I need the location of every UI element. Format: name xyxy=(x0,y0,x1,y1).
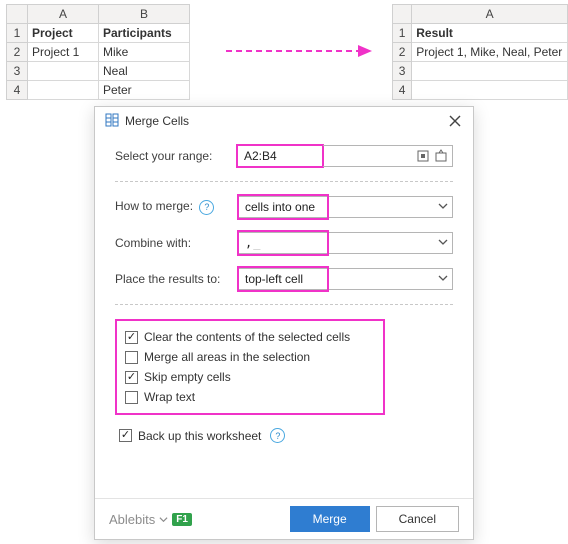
combine-with-select[interactable]: ,_ xyxy=(237,232,453,254)
place-results-select[interactable]: top-left cell xyxy=(237,268,453,290)
chevron-down-icon xyxy=(438,272,448,286)
checkbox-icon xyxy=(125,391,138,404)
cell xyxy=(412,62,568,81)
cancel-button[interactable]: Cancel xyxy=(376,506,459,532)
merge-button[interactable]: Merge xyxy=(290,506,370,532)
checkbox-icon: ✓ xyxy=(125,371,138,384)
checkbox-icon xyxy=(125,351,138,364)
option-label: Skip empty cells xyxy=(144,370,231,384)
range-input[interactable]: A2:B4 xyxy=(237,145,323,167)
cell xyxy=(412,81,568,100)
range-row: Select your range: A2:B4 xyxy=(115,145,453,167)
options-group: ✓ Clear the contents of the selected cell… xyxy=(115,319,385,415)
source-sheet: AB 1ProjectParticipants 2Project 1Mike 3 Nea… xyxy=(6,4,190,100)
row-header: 2 xyxy=(393,43,412,62)
cell: Result xyxy=(412,24,568,43)
row-header: 1 xyxy=(393,24,412,43)
row-header: 3 xyxy=(7,62,28,81)
row-header: 3 xyxy=(393,62,412,81)
backup-label: Back up this worksheet xyxy=(138,429,261,443)
help-icon[interactable]: ? xyxy=(270,428,285,443)
separator xyxy=(115,181,453,182)
cell: Project xyxy=(28,24,99,43)
chevron-down-icon xyxy=(438,200,448,214)
combine-with-label: Combine with: xyxy=(115,236,237,250)
how-to-merge-select[interactable]: cells into one xyxy=(237,196,453,218)
cell: Peter xyxy=(99,81,190,100)
cell: Neal xyxy=(99,62,190,81)
option-label: Wrap text xyxy=(144,390,195,404)
merge-icon xyxy=(105,113,119,130)
merge-cells-dialog: Merge Cells Select your range: A2:B4 xyxy=(94,106,474,540)
dialog-title: Merge Cells xyxy=(125,114,443,128)
range-label: Select your range: xyxy=(115,149,237,163)
cell: Mike xyxy=(99,43,190,62)
brand-label: Ablebits xyxy=(109,512,155,527)
how-to-merge-row: How to merge: ? cells into one xyxy=(115,196,453,218)
result-sheet: A1Result2Project 1, Mike, Neal, Peter34 xyxy=(392,4,568,100)
close-icon[interactable] xyxy=(443,109,467,133)
column-header: B xyxy=(99,5,190,24)
column-header: A xyxy=(412,5,568,24)
place-results-label: Place the results to: xyxy=(115,272,237,286)
checkbox-icon: ✓ xyxy=(119,429,132,442)
option-label: Clear the contents of the selected cells xyxy=(144,330,350,344)
dialog-titlebar: Merge Cells xyxy=(95,107,473,135)
row-header: 4 xyxy=(393,81,412,100)
flow-arrow xyxy=(224,42,374,60)
collapse-range-icon[interactable] xyxy=(416,149,430,163)
place-results-row: Place the results to: top-left cell xyxy=(115,268,453,290)
chevron-down-icon xyxy=(159,512,168,527)
range-input-extra xyxy=(323,145,453,167)
cell: Participants xyxy=(99,24,190,43)
option-checkbox-row[interactable]: ✓ Clear the contents of the selected cell… xyxy=(123,327,375,347)
help-icon[interactable]: ? xyxy=(199,200,214,215)
f1-badge: F1 xyxy=(172,513,192,526)
place-results-value: top-left cell xyxy=(237,266,329,292)
cell xyxy=(28,81,99,100)
combine-with-row: Combine with: ,_ xyxy=(115,232,453,254)
option-label: Merge all areas in the selection xyxy=(144,350,310,364)
brand[interactable]: Ablebits F1 xyxy=(109,512,284,527)
how-to-merge-value: cells into one xyxy=(237,194,329,220)
how-to-merge-label-text: How to merge: xyxy=(115,199,193,213)
expand-range-icon[interactable] xyxy=(434,149,448,163)
option-checkbox-row[interactable]: Merge all areas in the selection xyxy=(123,347,375,367)
column-header: A xyxy=(28,5,99,24)
checkbox-icon: ✓ xyxy=(125,331,138,344)
row-header: 4 xyxy=(7,81,28,100)
dialog-footer: Ablebits F1 Merge Cancel xyxy=(95,498,473,539)
backup-checkbox-row[interactable]: ✓ Back up this worksheet ? xyxy=(117,425,453,446)
cell xyxy=(28,62,99,81)
cell: Project 1 xyxy=(28,43,99,62)
row-header: 1 xyxy=(7,24,28,43)
option-checkbox-row[interactable]: Wrap text xyxy=(123,387,375,407)
separator xyxy=(115,304,453,305)
chevron-down-icon xyxy=(438,236,448,250)
cell: Project 1, Mike, Neal, Peter xyxy=(412,43,568,62)
how-to-merge-label: How to merge: ? xyxy=(115,199,237,215)
row-header: 2 xyxy=(7,43,28,62)
combine-with-value: ,_ xyxy=(237,230,329,256)
option-checkbox-row[interactable]: ✓ Skip empty cells xyxy=(123,367,375,387)
